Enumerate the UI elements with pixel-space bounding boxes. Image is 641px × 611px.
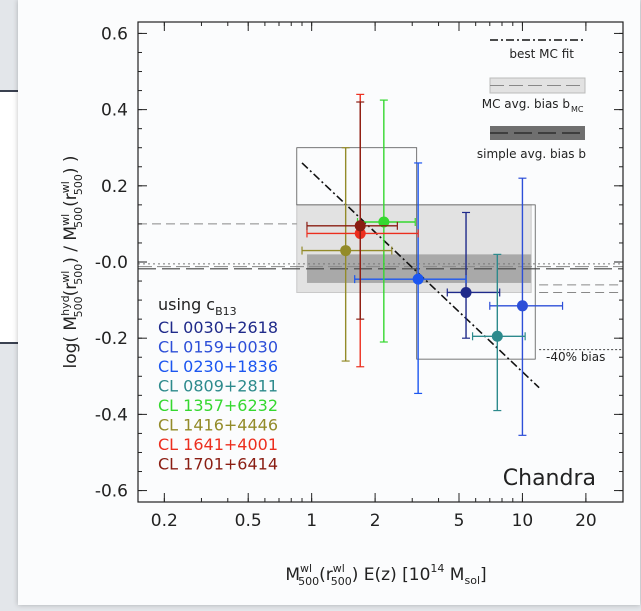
legend-entry-cluster: CL 0159+0030 bbox=[158, 338, 278, 357]
legend-entry-cluster: CL 1357+6232 bbox=[158, 396, 278, 415]
cluster-point-group bbox=[471, 253, 526, 412]
upper-region-box bbox=[296, 147, 418, 206]
legend-swatch-simple-band bbox=[490, 126, 585, 140]
cluster-point-group bbox=[446, 211, 501, 339]
x-tick-label: 5 bbox=[454, 511, 465, 531]
cluster-point-group bbox=[354, 162, 467, 395]
bias-label: -40% bias bbox=[546, 350, 605, 364]
y-tick-label: -0.0 bbox=[95, 253, 128, 273]
x-axis-label: Mwl 500(rwl 500) E(z) [1014 Msol] bbox=[285, 562, 486, 588]
cluster-marker bbox=[412, 273, 424, 285]
y-tick-label: 0.2 bbox=[101, 177, 128, 197]
x-tick-label: 2 bbox=[370, 511, 381, 531]
legend-title: using cB13 bbox=[158, 295, 237, 318]
cluster-marker bbox=[516, 300, 528, 312]
y-tick-label: -0.4 bbox=[95, 405, 128, 425]
figure-panel: 0.2 0.5 1 2 5 10 20 0.6 0.4 0.2 -0.0 -0.2 -0.4 -0.6 C… bbox=[18, 0, 640, 605]
legend-entry-cluster: CL 0030+2618 bbox=[158, 318, 278, 337]
y-tick-label: -0.6 bbox=[95, 482, 128, 502]
legend-entry-cluster: CL 0230+1836 bbox=[158, 357, 278, 376]
cluster-point-group bbox=[489, 177, 564, 436]
cluster-point-group bbox=[356, 99, 416, 343]
cluster-marker bbox=[340, 245, 352, 257]
x-tick-label: 20 bbox=[575, 511, 597, 531]
x-tick-label: 0.5 bbox=[235, 511, 262, 531]
legend-entry-cluster: CL 0809+2811 bbox=[158, 377, 278, 396]
legend-label-mc-subscript: MC bbox=[571, 105, 584, 114]
legend-entry-cluster: CL 1416+4446 bbox=[158, 416, 278, 435]
cluster-marker bbox=[378, 216, 390, 228]
cluster-marker bbox=[460, 286, 472, 298]
legend-entry-cluster: CL 1641+4001 bbox=[158, 435, 278, 454]
y-axis-label: log( Mhyd500(rwl500) / Mwl500(rwl500) ) bbox=[59, 155, 85, 368]
legend-label-simple: simple avg. bias b bbox=[477, 147, 586, 161]
panel-label: Chandra bbox=[503, 466, 596, 491]
y-tick-label: 0.6 bbox=[101, 24, 128, 44]
x-tick-label: 1 bbox=[306, 511, 317, 531]
y-tick-label: -0.2 bbox=[95, 329, 128, 349]
legend-label-mc: MC avg. bias b bbox=[482, 97, 570, 111]
cluster-point-group bbox=[306, 101, 398, 320]
cluster-point-group bbox=[301, 147, 393, 362]
y-tick-label: 0.4 bbox=[101, 101, 128, 121]
cluster-marker bbox=[354, 220, 366, 232]
legend-label-fit: best MC fit bbox=[509, 47, 574, 61]
cluster-marker bbox=[491, 330, 503, 342]
legend-entry-cluster: CL 1701+6414 bbox=[158, 455, 278, 474]
x-tick-label: 10 bbox=[512, 511, 534, 531]
mass-bias-chart: 0.2 0.5 1 2 5 10 20 0.6 0.4 0.2 -0.0 -0.2 -0.4 -0.6 C… bbox=[59, 21, 624, 588]
x-tick-label: 0.2 bbox=[151, 511, 178, 531]
